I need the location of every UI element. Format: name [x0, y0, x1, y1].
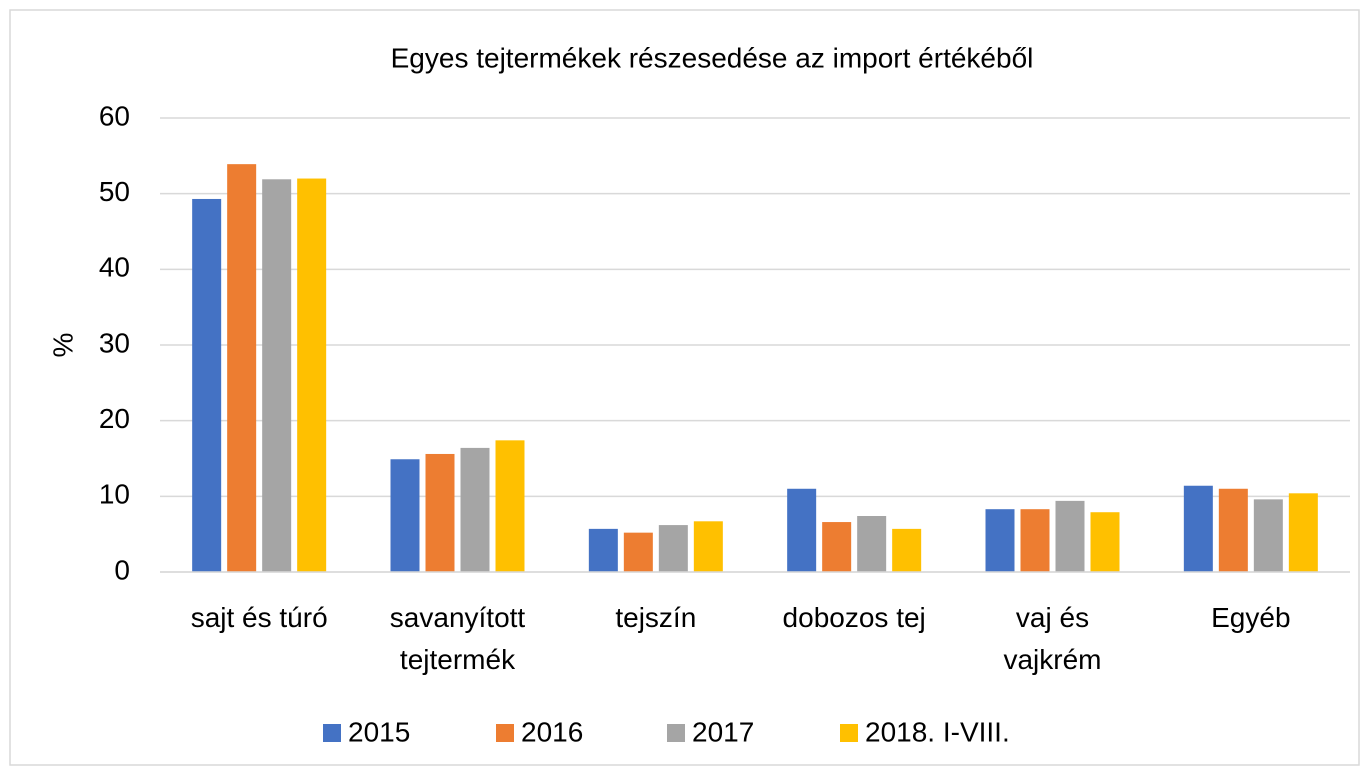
- chart-title: Egyes tejtermékek részesedése az import …: [391, 42, 1034, 73]
- legend-swatch: [667, 724, 685, 742]
- x-tick-label: dobozos tej: [783, 602, 926, 633]
- bar: [1253, 499, 1283, 572]
- bar: [588, 528, 618, 572]
- y-axis-label: %: [47, 333, 78, 358]
- legend-swatch: [840, 724, 858, 742]
- bar: [985, 509, 1015, 572]
- legend-label: 2017: [692, 716, 754, 747]
- bar: [425, 453, 455, 572]
- x-tick-label: vaj és vajkrém: [1003, 602, 1101, 675]
- bar: [1020, 509, 1050, 572]
- y-tick-label: 0: [114, 554, 130, 585]
- legend-swatch: [323, 724, 341, 742]
- bar: [297, 178, 327, 573]
- bar: [495, 440, 525, 572]
- bar: [857, 516, 887, 572]
- bar: [892, 528, 922, 572]
- bar: [192, 198, 222, 573]
- bar: [1183, 485, 1213, 572]
- bar: [1288, 493, 1318, 572]
- bar: [390, 459, 420, 572]
- y-tick-label: 50: [99, 176, 130, 207]
- legend-label: 2015: [348, 716, 410, 747]
- x-tick-label: savanyított tejtermék: [390, 602, 526, 675]
- bar: [1090, 512, 1120, 572]
- bar: [822, 522, 852, 572]
- x-tick-label: sajt és túró: [191, 602, 328, 633]
- bar: [787, 488, 817, 572]
- y-tick-label: 30: [99, 327, 130, 358]
- y-tick-label: 60: [99, 100, 130, 131]
- bar: [1218, 488, 1248, 572]
- y-tick-label: 40: [99, 252, 130, 283]
- bar: [658, 525, 688, 572]
- bar: [1055, 500, 1085, 572]
- legend-swatch: [496, 724, 514, 742]
- legend-label: 2018. I-VIII.: [865, 716, 1010, 747]
- y-tick-label: 10: [99, 479, 130, 510]
- x-tick-label: tejszín: [615, 602, 696, 633]
- y-tick-label: 20: [99, 403, 130, 434]
- bar: [262, 179, 292, 573]
- legend-label: 2016: [521, 716, 583, 747]
- bar: [623, 532, 653, 572]
- bar: [460, 447, 490, 572]
- x-tick-label: Egyéb: [1211, 602, 1290, 633]
- bar: [693, 521, 723, 572]
- bar: [227, 164, 257, 572]
